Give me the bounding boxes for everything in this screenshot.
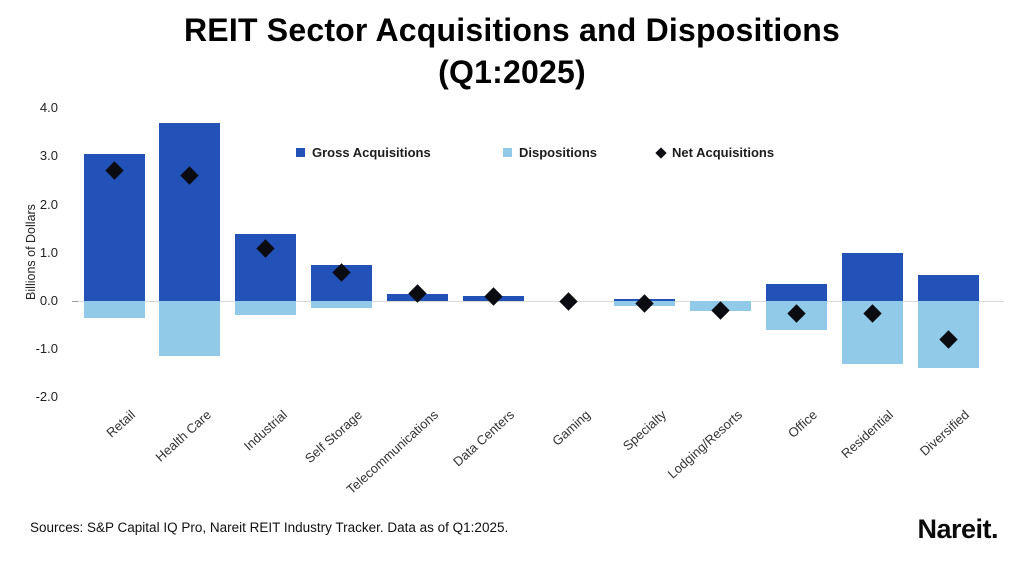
nareit-logo: Nareit. — [917, 514, 998, 544]
y-tick-4.0: 4.0 — [39, 100, 58, 116]
y-tick-2.0: 2.0 — [39, 196, 58, 212]
diamond-net-data-centers — [483, 286, 503, 306]
title-line-1: REIT Sector Acquisitions and Disposition… — [184, 12, 840, 48]
bar-dispositions-industrial — [235, 301, 297, 316]
legend-label-dispositions: Dispositions — [519, 145, 598, 160]
bar-gross-office — [765, 284, 827, 301]
legend-label-net-acquisitions: Net Acquisitions — [672, 145, 775, 160]
title-line-2: (Q1:2025) — [438, 53, 586, 90]
legend-label-gross-acquisitions: Gross Acquisitions — [312, 145, 431, 160]
zero-axis-tick — [72, 301, 78, 302]
x-label-telecommunications: Telecommunications — [343, 407, 442, 497]
net-acquisitions-diamond-icon — [655, 146, 667, 159]
page-title: REIT Sector Acquisitions and Disposition… — [0, 10, 1024, 93]
bar-dispositions-retail — [83, 301, 145, 318]
bar-dispositions-health-care — [159, 301, 221, 357]
bar-dispositions-self-storage — [310, 301, 372, 309]
x-label-residential: Residential — [838, 407, 897, 462]
x-label-lodging-resorts: Lodging/Resorts — [664, 407, 745, 482]
x-label-data-centers: Data Centers — [450, 407, 518, 470]
bar-gross-residential — [841, 252, 903, 301]
gross-acquisitions-swatch-icon — [296, 148, 305, 157]
x-label-specialty: Specialty — [619, 407, 669, 454]
dispositions-swatch-icon — [503, 148, 512, 157]
x-label-self-storage: Self Storage — [302, 407, 366, 467]
y-tick-0.0: 0.0 — [39, 293, 58, 308]
legend-item-gross-acquisitions: Gross Acquisitions — [296, 145, 431, 160]
x-label-health-care: Health Care — [152, 407, 214, 465]
x-label-office: Office — [785, 407, 821, 441]
source-note: Sources: S&P Capital IQ Pro, Nareit REIT… — [30, 520, 509, 535]
legend-item-dispositions: Dispositions — [503, 145, 597, 160]
diamond-net-specialty — [635, 294, 654, 313]
x-label-retail: Retail — [103, 407, 139, 441]
legend-item-net-acquisitions: Net Acquisitions — [655, 145, 775, 160]
y-tick-1.0: 1.0 — [39, 244, 58, 260]
y-tick--2.0: -2.0 — [35, 389, 58, 405]
y-tick--1.0: -1.0 — [35, 341, 58, 357]
zero-gridline — [78, 301, 1004, 302]
bar-gross-health-care — [159, 122, 221, 301]
bar-gross-diversified — [917, 274, 979, 301]
diamond-net-gaming — [559, 291, 579, 311]
x-label-gaming: Gaming — [549, 407, 593, 449]
y-tick-3.0: 3.0 — [39, 148, 58, 164]
x-label-industrial: Industrial — [240, 407, 290, 454]
